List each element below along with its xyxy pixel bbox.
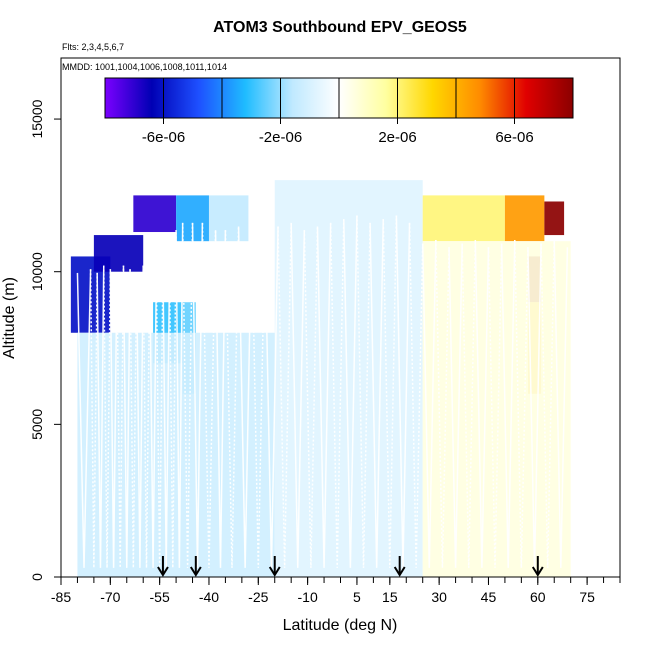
y-axis: 0 5000 10000 15000 [29,99,61,581]
flight-track-segment [116,265,125,568]
flight-track-segment [142,265,151,568]
flight-arrow-head [393,566,406,577]
flight-track-segment [237,222,253,568]
epv-cell [422,195,505,242]
flight-track-segment [135,265,144,568]
y-tick-label: 15000 [29,99,45,138]
flight-track-segment [356,215,371,568]
flight-track-segment [149,269,158,568]
x-tick-label: -25 [248,589,268,605]
flight-track-segment [382,215,398,568]
x-axis: -85 -70 -55 -40 -25 -10 5 15 30 45 60 75 [51,577,621,605]
flight-track-segment [290,222,306,568]
flight-track-segment [527,243,542,568]
colorbar-tick-label: 2e-06 [378,129,416,146]
x-tick-label: -40 [199,589,219,605]
flight-arrows [157,556,544,577]
epv-cell [504,195,545,242]
epv-cell [93,235,144,272]
flight-track-segment [540,239,555,568]
flight-track-segment [76,269,92,568]
flight-track-segment [316,222,332,568]
flight-track-segment [264,226,279,568]
flight-track-segment [500,239,516,568]
flight-track-segment [277,222,292,568]
y-tick-label: 0 [29,573,45,581]
flight-track-segment [201,222,217,568]
colorbar-dividers [163,78,515,118]
flight-track-segment [224,226,240,568]
flight-track-segment [369,219,384,568]
y-tick-label: 10000 [29,252,45,291]
flight-track-segment [408,222,424,568]
flight-track-segment [343,215,358,568]
epv-cell [544,201,565,236]
flight-track-segment [96,265,105,568]
flight-track-segment [395,215,411,568]
x-tick-label: 15 [382,589,398,605]
x-tick-label: -85 [51,589,71,605]
flight-track-segment [474,239,490,568]
flight-track-segment [250,222,266,568]
y-tick-label: 5000 [29,409,45,440]
flight-track-segment [435,239,450,568]
flight-arrow-head [157,566,169,577]
flight-track-segment [122,265,131,568]
colorbar-ticks: -6e-06 -2e-06 2e-06 6e-06 [142,118,534,146]
flight-track-segment [214,230,227,568]
flight-track-segment [448,243,463,568]
colorbar-tick-label: 6e-06 [495,129,533,146]
y-axis-label: Altitude (m) [1,277,18,359]
flight-arrow-head [189,566,202,577]
colorbar: -6e-06 -2e-06 2e-06 6e-06 [104,77,574,146]
flight-track-segment [109,269,118,568]
flights-subtitle: Flts: 2,3,4,5,6,7 [62,42,124,52]
flight-track-segment [162,265,171,568]
flight-arrow-head [268,566,281,577]
flight-track-segment [155,265,164,568]
colorbar-tick-label: -2e-06 [259,129,302,146]
x-tick-label: -70 [100,589,120,605]
flight-track-segment [303,226,319,568]
x-axis-label: Latitude (deg N) [283,617,398,634]
x-tick-label: 60 [530,589,546,605]
x-tick-label: 45 [481,589,497,605]
dates-subtitle: MMDD: 1001,1004,1006,1008,1011,1014 [62,62,227,72]
x-tick-label: 5 [353,589,361,605]
epv-cell [133,195,177,233]
x-tick-label: 30 [431,589,447,605]
flight-arrow-head [531,566,544,577]
flight-track-segment [102,265,112,568]
colorbar-tick-label: -6e-06 [142,129,185,146]
x-tick-label: -10 [298,589,318,605]
flight-track-segment [461,239,477,568]
flight-track-segment [487,243,503,568]
chart-title: ATOM3 Southbound EPV_GEOS5 [213,19,467,36]
flight-tracks [76,215,569,568]
flight-track-segment [514,239,529,568]
flight-track-segment [175,222,184,568]
flight-track-segment [329,219,345,568]
flight-track-segment [181,222,194,568]
x-tick-label: 75 [579,589,595,605]
flight-track-segment [191,222,204,568]
flight-track-segment [553,239,569,568]
flight-track-segment [421,239,437,568]
x-tick-label: -55 [150,589,170,605]
